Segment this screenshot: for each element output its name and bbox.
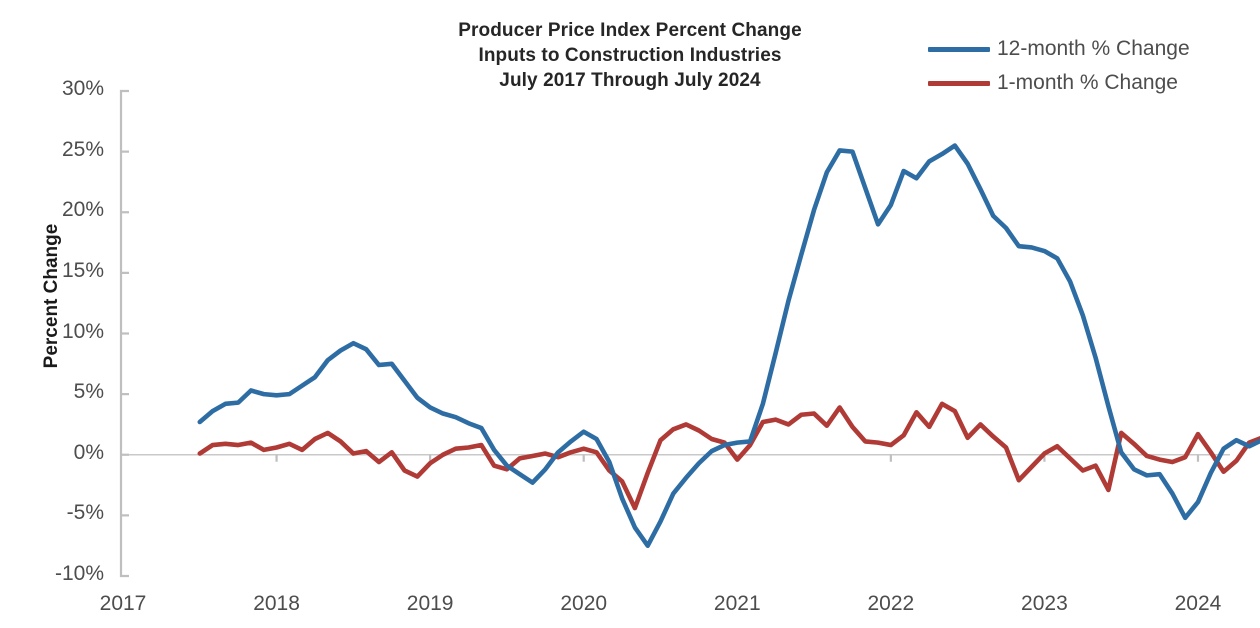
y-tick-30: 30% [61,77,104,100]
chart-title: Producer Price Index Percent Change Inpu… [330,18,930,93]
chart-legend: 12-month % Change 1-month % Change [928,32,1228,100]
series-line-1-month [197,401,1260,511]
x-tick-2021: 2021 [713,592,761,615]
x-tick-2023: 2023 [1021,592,1068,615]
x-tick-2019: 2019 [406,592,454,615]
y-tick-neg10: -10% [54,562,104,585]
legend-item-12-month: 12-month % Change [928,32,1228,66]
y-tick-15: 15% [61,258,104,282]
x-tick-2017: 2017 [99,592,147,615]
chart-title-line-1: Producer Price Index Percent Change [458,20,802,41]
x-tick-2018: 2018 [253,592,300,615]
legend-item-1-month: 1-month % Change [928,66,1228,100]
legend-label-12-month: 12-month % Change [997,37,1190,60]
x-tick-2022: 2022 [867,592,915,615]
y-tick-neg5: -5% [66,501,104,525]
legend-swatch-12-month [928,46,990,52]
x-tick-2020: 2020 [560,592,608,615]
chart-title-line-2: Inputs to Construction Industries [478,45,782,66]
x-tick-2024: 2024 [1174,592,1222,615]
legend-label-1-month: 1-month % Change [997,71,1178,94]
y-tick-5: 5% [73,380,104,404]
y-tick-20: 20% [61,198,104,222]
y-tick-10: 10% [61,319,104,343]
y-tick-25: 25% [61,137,104,161]
chart-title-line-3: July 2017 Through July 2024 [499,70,761,91]
y-tick-0: 0% [73,440,104,464]
series-line-12-month [197,143,1260,548]
legend-swatch-1-month [928,80,990,86]
